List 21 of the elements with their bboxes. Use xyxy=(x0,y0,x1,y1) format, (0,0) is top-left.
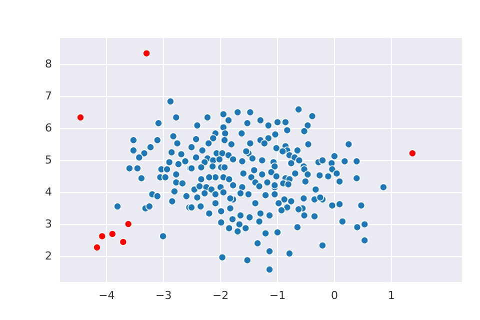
point xyxy=(76,114,84,122)
y-tick-label: 7 xyxy=(45,89,52,102)
point xyxy=(142,49,150,58)
point xyxy=(108,230,116,238)
x-tick-label: 1 xyxy=(388,289,395,302)
point xyxy=(93,244,101,252)
y-tick-label: 6 xyxy=(45,121,52,134)
x-tick-label: −2 xyxy=(212,289,229,302)
point xyxy=(119,238,128,246)
point xyxy=(98,232,106,240)
x-tick-label: −4 xyxy=(98,289,115,302)
y-tick-label: 2 xyxy=(45,250,52,263)
x-tick-label: −1 xyxy=(269,289,286,302)
y-tick-label: 8 xyxy=(45,57,52,70)
y-tick-label: 5 xyxy=(45,154,52,166)
x-tick-label: −3 xyxy=(156,289,172,302)
y-tick-label: 3 xyxy=(45,218,52,231)
x-tick-label: 0 xyxy=(330,289,338,302)
y-tick-label: 4 xyxy=(45,186,52,199)
point xyxy=(408,149,416,158)
point xyxy=(124,220,132,228)
